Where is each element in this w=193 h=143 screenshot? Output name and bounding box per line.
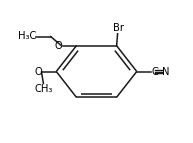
Text: N: N bbox=[163, 66, 170, 77]
Text: C: C bbox=[152, 66, 159, 77]
Text: O: O bbox=[54, 41, 62, 51]
Text: Br: Br bbox=[113, 23, 124, 33]
Text: CH₃: CH₃ bbox=[35, 84, 53, 94]
Text: H₃C: H₃C bbox=[18, 31, 36, 41]
Text: O: O bbox=[34, 66, 42, 77]
